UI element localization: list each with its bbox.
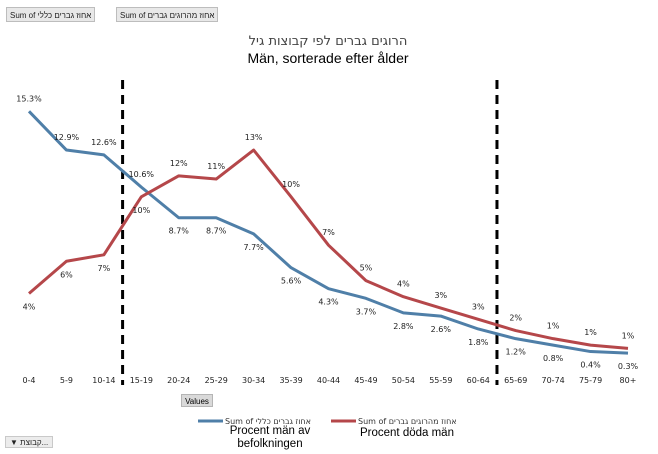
data-label-series1: 12.6%: [91, 138, 117, 147]
chart-title: הרוגים גברים לפי קבוצות גיל: [249, 34, 408, 49]
data-label-series2: 10%: [282, 180, 300, 189]
chart-subtitle: Män, sorterade efter ålder: [247, 50, 408, 66]
data-label-series2: 1%: [584, 328, 597, 337]
x-tick-label: 65-69: [504, 376, 527, 385]
legend-sv-series1-line1: Procent män av: [229, 425, 311, 437]
data-label-series2: 3%: [434, 291, 447, 300]
field-button-killed[interactable]: Sum of אחוז מהרוגים גברים: [116, 7, 219, 22]
x-tick-label: 60-64: [467, 376, 490, 385]
x-tick-label: 45-49: [354, 376, 377, 385]
data-label-series2: 5%: [360, 264, 373, 273]
data-label-series2: 1%: [622, 331, 635, 340]
data-label-series2: 2%: [509, 314, 522, 323]
legend-sv-series1: Procent män av befolkningen: [222, 425, 318, 451]
group-filter-label: קבוצת...: [20, 438, 49, 447]
data-label-series1: 12.9%: [54, 133, 80, 142]
data-label-series2: 7%: [98, 264, 111, 273]
x-tick-label: 0-4: [22, 376, 35, 385]
data-label-series1: 5.6%: [281, 277, 302, 286]
legend-sv-series2: Procent döda män: [360, 427, 454, 439]
data-label-series1: 0.4%: [580, 361, 601, 370]
x-tick-label: 20-24: [167, 376, 190, 385]
series-line-1: [27, 110, 629, 355]
legend-sv-series1-line2: befolkningen: [237, 438, 303, 450]
data-label-series2: 10%: [132, 206, 150, 215]
group-filter-dropdown[interactable]: ▼ קבוצת...: [5, 436, 54, 448]
data-label-series1: 0.8%: [543, 354, 564, 363]
data-label-series2: 1%: [547, 322, 560, 331]
x-tick-label: 30-34: [242, 376, 265, 385]
legend: Sum of אחוז גברים כללי Sum of אחוז מהרוג…: [198, 417, 457, 426]
x-tick-label: 25-29: [205, 376, 228, 385]
data-label-series1: 2.8%: [393, 322, 414, 331]
data-label-series1: 0.3%: [618, 362, 639, 371]
x-tick-label: 70-74: [542, 376, 565, 385]
chevron-down-icon: ▼: [10, 438, 21, 447]
x-tick-label: 75-79: [579, 376, 602, 385]
data-label-series2: 4%: [397, 280, 410, 289]
data-label-series1: 7.7%: [243, 243, 264, 252]
x-tick-label: 15-19: [130, 376, 153, 385]
series-line-2: [28, 148, 629, 350]
data-label-series1: 3.7%: [356, 307, 377, 316]
data-label-series1: 15.3%: [16, 94, 42, 103]
data-label-series2: 13%: [245, 133, 263, 142]
x-tick-label: 55-59: [429, 376, 452, 385]
data-label-series2: 12%: [170, 159, 188, 168]
x-tick-label: 35-39: [279, 376, 302, 385]
data-label-series2: 11%: [207, 162, 225, 171]
legend-label-series2: Sum of אחוז מהרוגים גברים: [358, 417, 457, 426]
x-tick-label: 80+: [620, 376, 637, 385]
legend-label-series1: Sum of אחוז גברים כללי: [225, 417, 311, 426]
data-label-series2: 4%: [23, 303, 36, 312]
data-label-series1: 1.8%: [468, 338, 489, 347]
data-label-series1: 4.3%: [318, 298, 339, 307]
values-button[interactable]: Values: [181, 394, 213, 407]
data-label-series1: 10.6%: [129, 170, 155, 179]
x-tick-label: 5-9: [60, 376, 73, 385]
data-label-series1: 8.7%: [206, 227, 227, 236]
x-tick-label: 10-14: [92, 376, 115, 385]
x-tick-label: 40-44: [317, 376, 340, 385]
data-label-series2: 7%: [322, 228, 335, 237]
data-label-series1: 8.7%: [169, 227, 190, 236]
x-tick-label: 50-54: [392, 376, 415, 385]
data-label-series2: 3%: [472, 302, 485, 311]
data-label-series1: 2.6%: [431, 325, 452, 334]
data-label-series2: 6%: [60, 270, 73, 279]
field-button-total[interactable]: Sum of אחוז גברים כללי: [6, 7, 96, 22]
data-label-series1: 1.2%: [506, 348, 527, 357]
